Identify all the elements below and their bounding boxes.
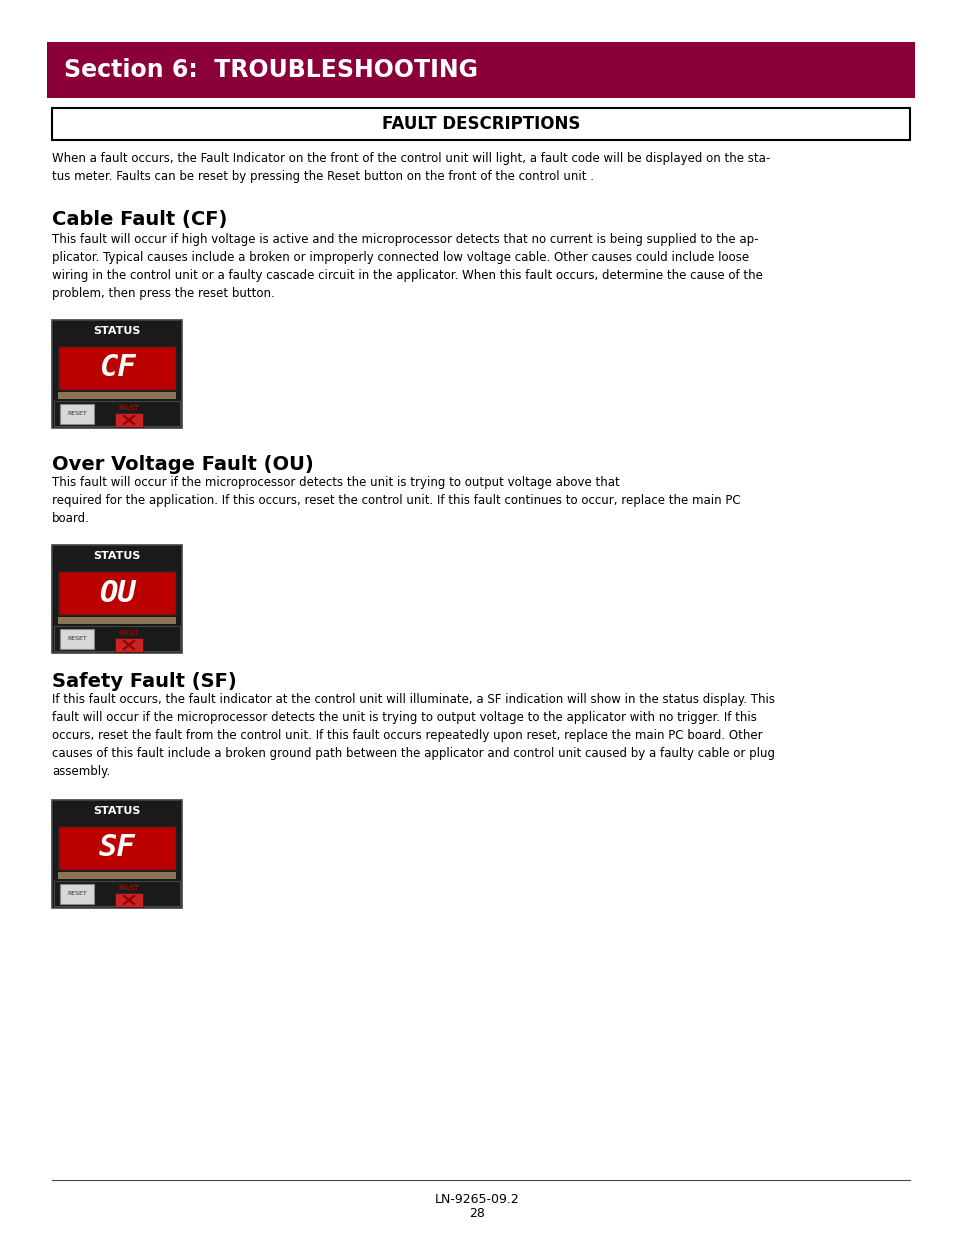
- Bar: [115, 412, 143, 427]
- Text: This fault will occur if the microprocessor detects the unit is trying to output: This fault will occur if the microproces…: [52, 475, 740, 525]
- Text: FAULT: FAULT: [119, 885, 139, 890]
- Bar: [54, 401, 180, 426]
- Bar: [47, 42, 914, 98]
- Bar: [58, 346, 175, 390]
- Bar: [58, 618, 175, 624]
- Bar: [58, 571, 175, 615]
- Bar: [54, 626, 180, 651]
- Bar: [52, 320, 182, 429]
- Text: When a fault occurs, the Fault Indicator on the front of the control unit will l: When a fault occurs, the Fault Indicator…: [52, 152, 769, 183]
- Text: This fault will occur if high voltage is active and the microprocessor detects t: This fault will occur if high voltage is…: [52, 233, 762, 300]
- Bar: [115, 893, 143, 906]
- Text: Cable Fault (CF): Cable Fault (CF): [52, 210, 227, 228]
- Text: Over Voltage Fault (OU): Over Voltage Fault (OU): [52, 454, 314, 474]
- Text: FAULT DESCRIPTIONS: FAULT DESCRIPTIONS: [381, 115, 579, 133]
- Text: FAULT: FAULT: [119, 630, 139, 636]
- Text: Safety Fault (SF): Safety Fault (SF): [52, 672, 236, 692]
- Text: LN-9265-09.2: LN-9265-09.2: [435, 1193, 518, 1207]
- Text: FAULT: FAULT: [119, 405, 139, 411]
- Bar: [58, 391, 175, 399]
- Text: If this fault occurs, the fault indicator at the control unit will illuminate, a: If this fault occurs, the fault indicato…: [52, 693, 774, 778]
- Bar: [60, 883, 94, 904]
- Text: RESET: RESET: [67, 411, 87, 416]
- Bar: [58, 826, 175, 869]
- Text: STATUS: STATUS: [93, 326, 140, 336]
- Bar: [58, 872, 175, 879]
- Text: RESET: RESET: [67, 636, 87, 641]
- Bar: [115, 638, 143, 652]
- Bar: [52, 800, 182, 908]
- Bar: [52, 545, 182, 653]
- Bar: [60, 629, 94, 648]
- Text: Section 6:  TROUBLESHOOTING: Section 6: TROUBLESHOOTING: [64, 58, 477, 82]
- Text: RESET: RESET: [67, 890, 87, 897]
- Bar: [54, 881, 180, 906]
- Bar: [52, 107, 909, 140]
- Text: SF: SF: [98, 834, 135, 862]
- Text: STATUS: STATUS: [93, 806, 140, 816]
- Bar: [60, 404, 94, 424]
- Text: 28: 28: [469, 1207, 484, 1220]
- Text: CF: CF: [98, 353, 135, 383]
- Text: OU: OU: [98, 578, 135, 608]
- Text: STATUS: STATUS: [93, 551, 140, 561]
